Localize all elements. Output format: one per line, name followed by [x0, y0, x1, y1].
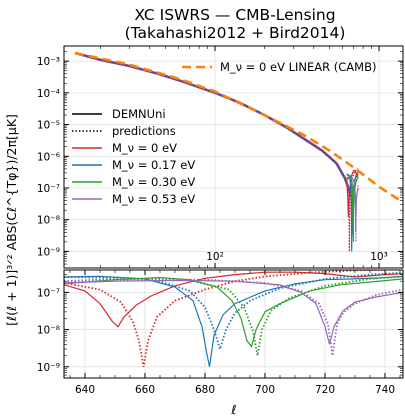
bottom-demnuni-line: [64, 275, 403, 367]
bottom-y-tick-label: 10⁻⁹: [37, 362, 60, 374]
bottom-x-tick-label: 680: [195, 384, 215, 396]
top-x-tick-label: 10²: [206, 251, 224, 263]
bottom-x-tick-label: 660: [135, 384, 155, 396]
top-axes-frame: [63, 45, 404, 269]
top-y-tick-label: 10⁻⁵: [37, 120, 60, 132]
legend-label: DEMNUni: [112, 107, 166, 121]
bottom-y-tick-label: 10⁻⁸: [37, 325, 60, 337]
bottom-prediction-line: [64, 275, 403, 356]
top-panel: 10⁻³ 10⁻⁴ 10⁻⁵ 10⁻⁶ 10⁻⁷ 10⁻⁸ 10⁻⁹ 10² 10³ DEMNUn…: [37, 45, 404, 269]
bottom-demnuni-line: [64, 279, 403, 345]
bottom-axes-frame: [63, 269, 404, 379]
bottom-x-tick-label: 720: [315, 384, 335, 396]
bottom-prediction-line: [64, 278, 403, 356]
y-axis-label: [ℓ(ℓ + 1)]³ᐟ² ABS(Cℓ^{Tφ})/2π[μK]: [4, 114, 19, 326]
top-y-tick-label: 10⁻³: [37, 56, 60, 68]
top-y-tick-label: 10⁻⁷: [37, 183, 60, 195]
bottom-prediction-line: [64, 270, 403, 367]
linear-legend-label: M_ν = 0 eV LINEAR (CAMB): [220, 60, 376, 74]
legend-label: predictions: [112, 124, 176, 138]
legend-label: M_ν = 0.30 eV: [112, 175, 195, 189]
top-y-tick-label: 10⁻⁹: [37, 246, 60, 258]
top-y-tick-label: 10⁻⁴: [37, 88, 60, 100]
top-y-tick-label: 10⁻⁶: [37, 151, 60, 163]
legend-label: M_ν = 0.53 eV: [112, 192, 195, 206]
x-axis-label: ℓ: [230, 402, 236, 417]
legend-label: M_ν = 0.17 eV: [112, 158, 195, 172]
chart-title: XC ISWRS — CMB-Lensing: [134, 6, 335, 24]
bottom-x-tick-label: 640: [75, 384, 95, 396]
bottom-y-tick-label: 10⁻⁷: [37, 287, 60, 299]
top-series-line: [345, 167, 359, 252]
top-series-group: [74, 51, 403, 252]
top-x-tick-label: 10³: [370, 251, 388, 263]
top-series-line: [346, 176, 359, 242]
bottom-x-tick-label: 700: [255, 384, 275, 396]
bottom-series-group: [64, 270, 403, 367]
legend-label: M_ν = 0 eV: [112, 141, 177, 155]
bottom-x-tick-label: 740: [375, 384, 395, 396]
top-y-tick-label: 10⁻⁸: [37, 215, 60, 227]
bottom-demnuni-line: [64, 276, 403, 348]
bottom-panel: 10⁻⁷ 10⁻⁸ 10⁻⁹ 640 660 680 700 720 740: [37, 269, 404, 396]
top-series-line: [346, 170, 359, 237]
chart-subtitle: (Takahashi2012 + Bird2014): [125, 24, 346, 42]
bottom-demnuni-line: [64, 271, 403, 328]
